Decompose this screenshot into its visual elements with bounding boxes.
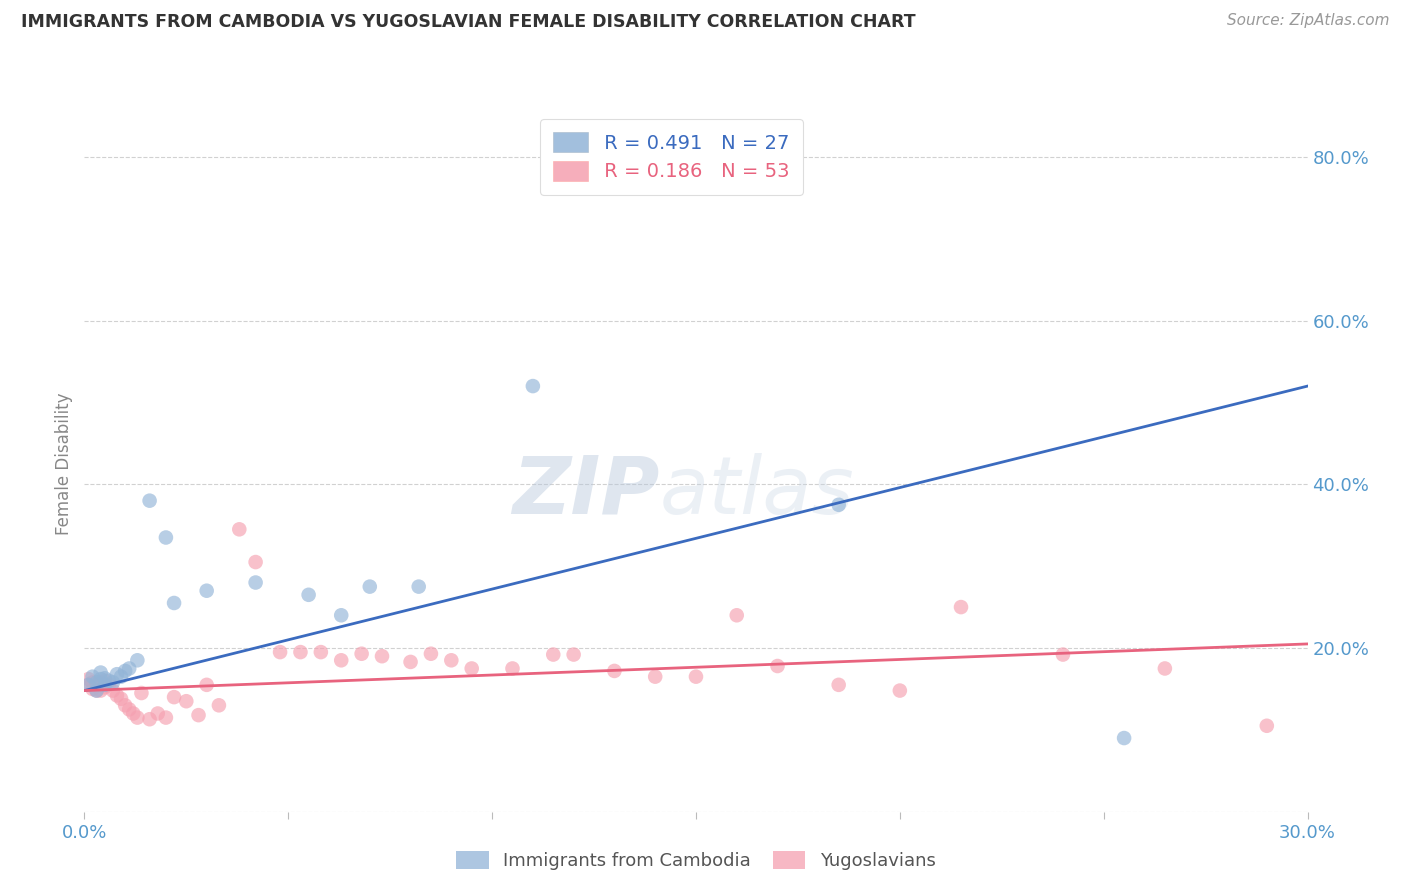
Point xyxy=(245,555,267,569)
Point xyxy=(163,596,186,610)
Point xyxy=(298,588,321,602)
Point xyxy=(1114,731,1136,745)
Point xyxy=(118,702,141,716)
Point xyxy=(269,645,291,659)
Point xyxy=(228,522,250,536)
Point xyxy=(82,681,104,696)
Point xyxy=(562,648,585,662)
Legend: Immigrants from Cambodia, Yugoslavians: Immigrants from Cambodia, Yugoslavians xyxy=(447,842,945,880)
Point xyxy=(93,678,115,692)
Point xyxy=(105,667,128,681)
Point xyxy=(93,673,115,688)
Point xyxy=(420,647,443,661)
Point xyxy=(86,675,108,690)
Point xyxy=(440,653,463,667)
Point xyxy=(93,671,115,685)
Point xyxy=(889,683,911,698)
Point xyxy=(118,661,141,675)
Text: IMMIGRANTS FROM CAMBODIA VS YUGOSLAVIAN FEMALE DISABILITY CORRELATION CHART: IMMIGRANTS FROM CAMBODIA VS YUGOSLAVIAN … xyxy=(21,13,915,31)
Point xyxy=(725,608,748,623)
Point xyxy=(309,645,332,659)
Point xyxy=(644,670,666,684)
Point xyxy=(110,670,132,684)
Point xyxy=(90,672,112,686)
Point xyxy=(90,665,112,680)
Point xyxy=(501,661,523,675)
Point xyxy=(187,708,209,723)
Point xyxy=(77,678,100,692)
Point xyxy=(122,706,145,721)
Point xyxy=(195,678,218,692)
Point xyxy=(522,379,544,393)
Point xyxy=(86,683,108,698)
Text: Source: ZipAtlas.com: Source: ZipAtlas.com xyxy=(1226,13,1389,29)
Point xyxy=(93,681,115,695)
Text: atlas: atlas xyxy=(659,452,853,531)
Point xyxy=(290,645,312,659)
Point xyxy=(97,673,120,688)
Point xyxy=(827,678,849,692)
Point xyxy=(1256,719,1278,733)
Point xyxy=(90,675,112,690)
Point xyxy=(101,683,124,698)
Point xyxy=(86,683,108,698)
Point xyxy=(827,498,849,512)
Point xyxy=(77,672,100,686)
Point xyxy=(950,600,973,615)
Point xyxy=(1153,661,1175,675)
Point xyxy=(543,648,565,662)
Point xyxy=(1052,648,1074,662)
Point xyxy=(330,653,353,667)
Point xyxy=(105,689,128,703)
Point xyxy=(131,686,153,700)
Point xyxy=(461,661,484,675)
Point xyxy=(127,710,149,724)
Point xyxy=(114,664,136,678)
Point xyxy=(399,655,422,669)
Point xyxy=(174,694,197,708)
Point xyxy=(146,706,169,721)
Point xyxy=(97,678,120,692)
Y-axis label: Female Disability: Female Disability xyxy=(55,392,73,535)
Point xyxy=(86,678,108,692)
Point xyxy=(82,675,104,690)
Point xyxy=(127,653,149,667)
Point xyxy=(90,683,112,698)
Point xyxy=(110,691,132,706)
Point xyxy=(114,698,136,713)
Point xyxy=(685,670,707,684)
Point xyxy=(163,690,186,705)
Point xyxy=(155,531,177,545)
Point xyxy=(603,664,626,678)
Point xyxy=(371,649,394,664)
Point xyxy=(359,580,381,594)
Point xyxy=(408,580,430,594)
Point xyxy=(155,710,177,724)
Point xyxy=(766,659,789,673)
Point xyxy=(330,608,353,623)
Point xyxy=(245,575,267,590)
Point xyxy=(82,670,104,684)
Point xyxy=(138,493,160,508)
Point xyxy=(77,678,100,692)
Point xyxy=(101,675,124,690)
Point xyxy=(138,712,160,726)
Point xyxy=(195,583,218,598)
Point xyxy=(350,647,373,661)
Point xyxy=(208,698,231,713)
Text: ZIP: ZIP xyxy=(512,452,659,531)
